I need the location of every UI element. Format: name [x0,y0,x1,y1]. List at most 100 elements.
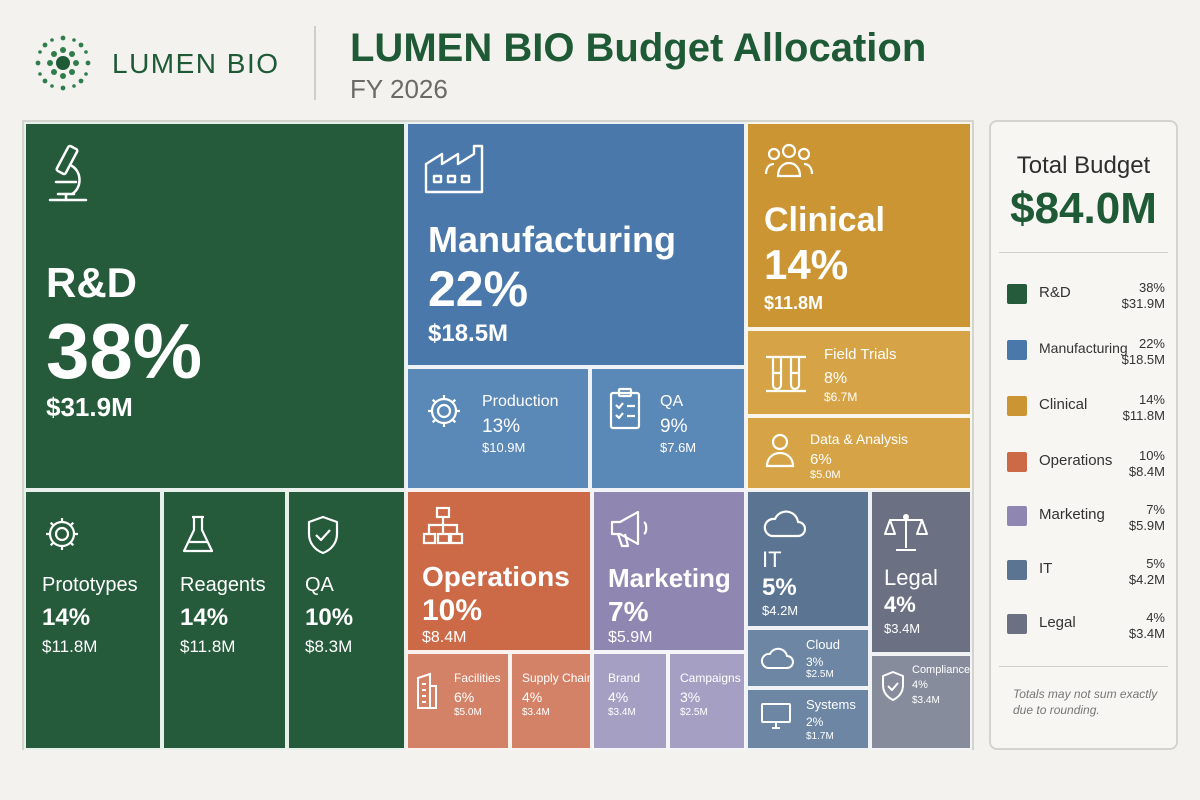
tile-facilities-percent: 6% [454,689,475,705]
legend-swatch [1007,506,1027,526]
shield-check-icon [882,671,904,701]
tile-manufacturing-percent: 22% [428,261,529,317]
legend-label: Manufacturing [1039,340,1128,356]
tile-rd-qa-label: QA [305,574,334,596]
tile-systems[interactable]: Systems 2% $1.7M [746,688,870,750]
tile-data-analysis-percent: 6% [810,451,832,468]
brand-name: LUMEN BIO [112,48,280,79]
flask-icon [182,515,214,553]
tile-clinical[interactable]: Clinical 14% $11.8M [746,122,972,329]
total-budget-title: Total Budget [1016,152,1151,179]
tile-field-trials-percent: 8% [824,370,848,387]
legend-item-clinical[interactable]: Clinical 14% $11.8M [1005,390,1165,440]
tile-compliance-amount: $3.4M [912,695,940,706]
tile-cloud-label: Cloud [806,637,840,652]
legend-label: Operations [1039,452,1113,469]
tile-campaigns[interactable]: Campaigns 3% $2.5M [668,652,746,750]
page-subtitle: FY 2026 [350,74,448,104]
tile-cloud-percent: 3% [806,655,824,669]
tile-facilities[interactable]: Facilities 6% $5.0M [406,652,510,750]
legend-item-manufacturing[interactable]: Manufacturing 22% $18.5M [1005,334,1165,384]
tile-rd[interactable]: R&D 38% $31.9M [24,122,406,490]
tile-field-trials-amount: $6.7M [824,390,858,404]
legend-amount: $3.4M [1128,626,1165,641]
legend-percent: 22% [1138,336,1165,351]
tile-campaigns-percent: 3% [680,689,701,705]
tile-reagents-percent: 14% [180,604,229,631]
tile-mfg-qa-label: QA [660,393,684,410]
tile-reagents-label: Reagents [180,574,266,596]
cloud-icon [760,647,794,669]
legend-amount: $11.8M [1122,408,1165,423]
monitor-icon [761,703,791,729]
legend-label: Legal [1039,614,1076,631]
tile-rd-percent: 38% [46,307,203,395]
legend-item-operations[interactable]: Operations 10% $8.4M [1005,446,1165,496]
tile-clinical-amount: $11.8M [764,293,824,313]
legend-percent: 38% [1138,280,1165,295]
tile-data-analysis-label: Data & Analysis [810,431,909,447]
header: LUMEN BIO LUMEN BIO Budget Allocation FY… [0,0,1200,112]
legend-item-legal[interactable]: Legal 4% $3.4M [1005,608,1165,658]
tile-mfg-qa[interactable]: QA 9% $7.6M [590,367,746,490]
legend-swatch [1007,396,1027,416]
org-chart-icon [422,506,464,545]
legend-amount: $4.2M [1128,572,1165,587]
clipboard-check-icon [609,387,641,430]
tile-systems-percent: 2% [806,715,824,729]
legend-item-it[interactable]: IT 5% $4.2M [1005,554,1165,604]
tile-it[interactable]: IT 5% $4.2M [746,490,870,628]
tile-field-trials-label: Field Trials [824,346,897,363]
panel-divider [999,252,1168,253]
tile-production[interactable]: Production 13% $10.9M [406,367,590,490]
legend-label: Marketing [1039,506,1105,523]
tile-marketing-amount: $5.9M [608,629,653,646]
header-divider [314,26,316,100]
legend-swatch [1007,452,1027,472]
gear-icon [428,395,460,427]
tile-field-trials[interactable]: Field Trials 8% $6.7M [746,329,972,416]
tile-production-amount: $10.9M [482,440,526,455]
tile-legal-percent: 4% [884,592,916,617]
legend-label: Clinical [1039,396,1088,413]
tile-legal[interactable]: Legal 4% $3.4M [870,490,972,654]
page-title: LUMEN BIO Budget Allocation [350,26,927,70]
tile-supply-chain[interactable]: Supply Chain 4% $3.4M [510,652,592,750]
tile-reagents-amount: $11.8M [180,637,236,656]
tile-campaigns-amount: $2.5M [680,707,708,718]
legend-label: R&D [1039,284,1071,301]
tile-reagents[interactable]: Reagents 14% $11.8M [162,490,287,750]
tile-data-analysis[interactable]: Data & Analysis 6% $5.0M [746,416,972,490]
legend-amount: $8.4M [1128,464,1165,479]
tile-mfg-qa-amount: $7.6M [660,440,697,455]
tile-brand[interactable]: Brand 4% $3.4M [592,652,668,750]
tile-systems-label: Systems [806,697,856,712]
tile-rd-label: R&D [46,259,137,306]
tile-operations[interactable]: Operations 10% $8.4M [406,490,592,652]
person-icon [765,433,795,468]
legend-item-marketing[interactable]: Marketing 7% $5.9M [1005,500,1165,550]
legend-percent: 5% [1146,556,1165,571]
tile-prototypes-percent: 14% [42,604,91,631]
tile-marketing-percent: 7% [608,596,649,627]
legend-percent: 7% [1146,502,1165,517]
total-budget-panel: Total Budget $84.0M R&D 38% $31.9M Manuf… [989,120,1178,750]
megaphone-icon [610,510,648,548]
tile-cloud[interactable]: Cloud 3% $2.5M [746,628,870,688]
scales-icon [884,514,928,551]
tile-brand-percent: 4% [608,689,629,705]
tile-manufacturing[interactable]: Manufacturing 22% $18.5M [406,122,746,367]
tile-rd-qa[interactable]: QA 10% $8.3M [287,490,406,750]
tile-compliance[interactable]: Compliance 4% $3.4M [870,654,972,750]
tile-it-amount: $4.2M [762,603,799,618]
factory-icon [424,144,484,194]
legend-amount: $18.5M [1121,352,1165,367]
legend-swatch [1007,614,1027,634]
legend-item-rd[interactable]: R&D 38% $31.9M [1005,278,1165,328]
legend-percent: 10% [1138,448,1165,463]
panel-divider [999,666,1168,667]
rounding-note: Totals may not sum exactly due to roundi… [1013,687,1158,718]
tile-marketing[interactable]: Marketing 7% $5.9M [592,490,746,652]
tile-prototypes[interactable]: Prototypes 14% $11.8M [24,490,162,750]
tile-supply-chain-percent: 4% [522,689,543,705]
